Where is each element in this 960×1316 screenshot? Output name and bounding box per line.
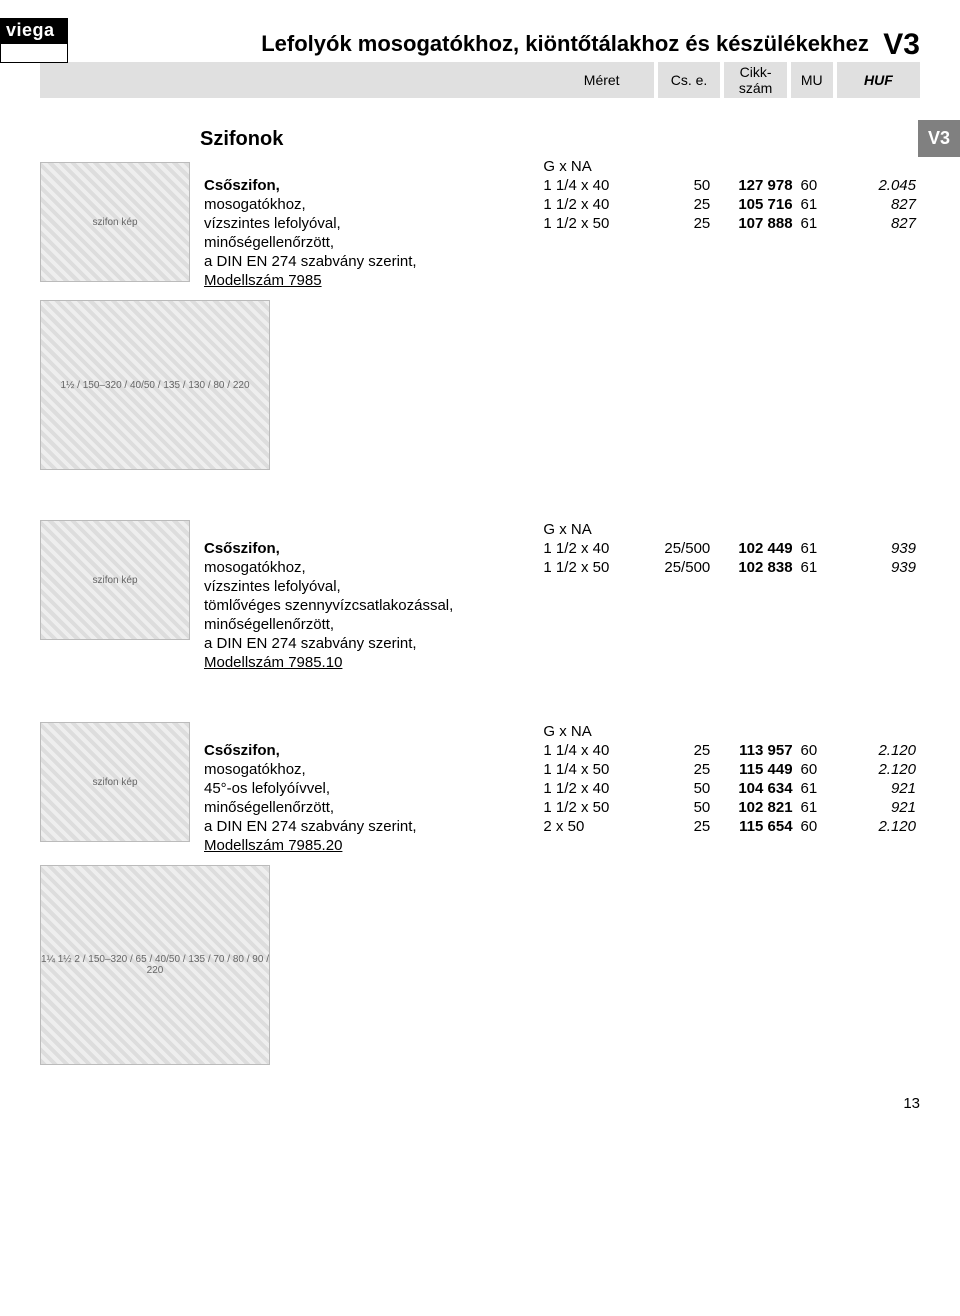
product-name-3: Csőszifon, [200, 741, 539, 760]
product-image-3: szifon kép [40, 722, 190, 842]
model-2: Modellszám 7985.10 [200, 653, 539, 672]
colhead-mu: MU [791, 62, 833, 98]
subhead-1: G x NA [539, 157, 642, 176]
page-header: Lefolyók mosogatókhoz, kiöntőtálakhoz és… [40, 0, 920, 62]
model-1: Modellszám 7985 [200, 271, 539, 290]
colhead-price: HUF [837, 62, 920, 98]
diagram-image-3: 1¼ 1½ 2 / 150–320 / 65 / 40/50 / 135 / 7… [40, 865, 270, 1065]
product-section-2: szifon kép G x NA Csőszifon, 1 1/2 x 40 … [40, 520, 920, 672]
brand-logo-underline [0, 43, 68, 63]
colhead-size: Méret [550, 62, 654, 98]
product-section-3: szifon kép G x NA Csőszifon, 1 1/4 x 40 … [40, 722, 920, 855]
colhead-pack: Cs. e. [658, 62, 720, 98]
diagram-image-1: 1½ / 150–320 / 40/50 / 135 / 130 / 80 / … [40, 300, 270, 470]
column-headers: Méret Cs. e. Cikk-szám MU HUF [40, 62, 920, 98]
product-section-1: szifon kép Szifonok G x NA Csőszifon, 1 … [40, 128, 920, 290]
model-3: Modellszám 7985.20 [200, 836, 539, 855]
side-tab: V3 [918, 120, 960, 157]
section-title-1: Szifonok [200, 128, 920, 151]
subhead-2: G x NA [539, 520, 642, 539]
subhead-3: G x NA [539, 722, 642, 741]
colhead-article: Cikk-szám [724, 62, 786, 98]
brand-logo: viega [0, 18, 68, 66]
page-number: 13 [40, 1095, 920, 1112]
header-title: Lefolyók mosogatókhoz, kiöntőtálakhoz és… [261, 31, 869, 56]
tech-diagram-3: 1¼ 1½ 2 / 150–320 / 65 / 40/50 / 135 / 7… [40, 865, 920, 1065]
header-code: V3 [883, 28, 920, 61]
brand-logo-text: viega [0, 18, 68, 43]
product-image-1: szifon kép [40, 162, 190, 282]
product-name-1: Csőszifon, [200, 176, 539, 195]
product-image-2: szifon kép [40, 520, 190, 640]
product-name-2: Csőszifon, [200, 539, 539, 558]
tech-diagram-1: 1½ / 150–320 / 40/50 / 135 / 130 / 80 / … [40, 300, 920, 470]
